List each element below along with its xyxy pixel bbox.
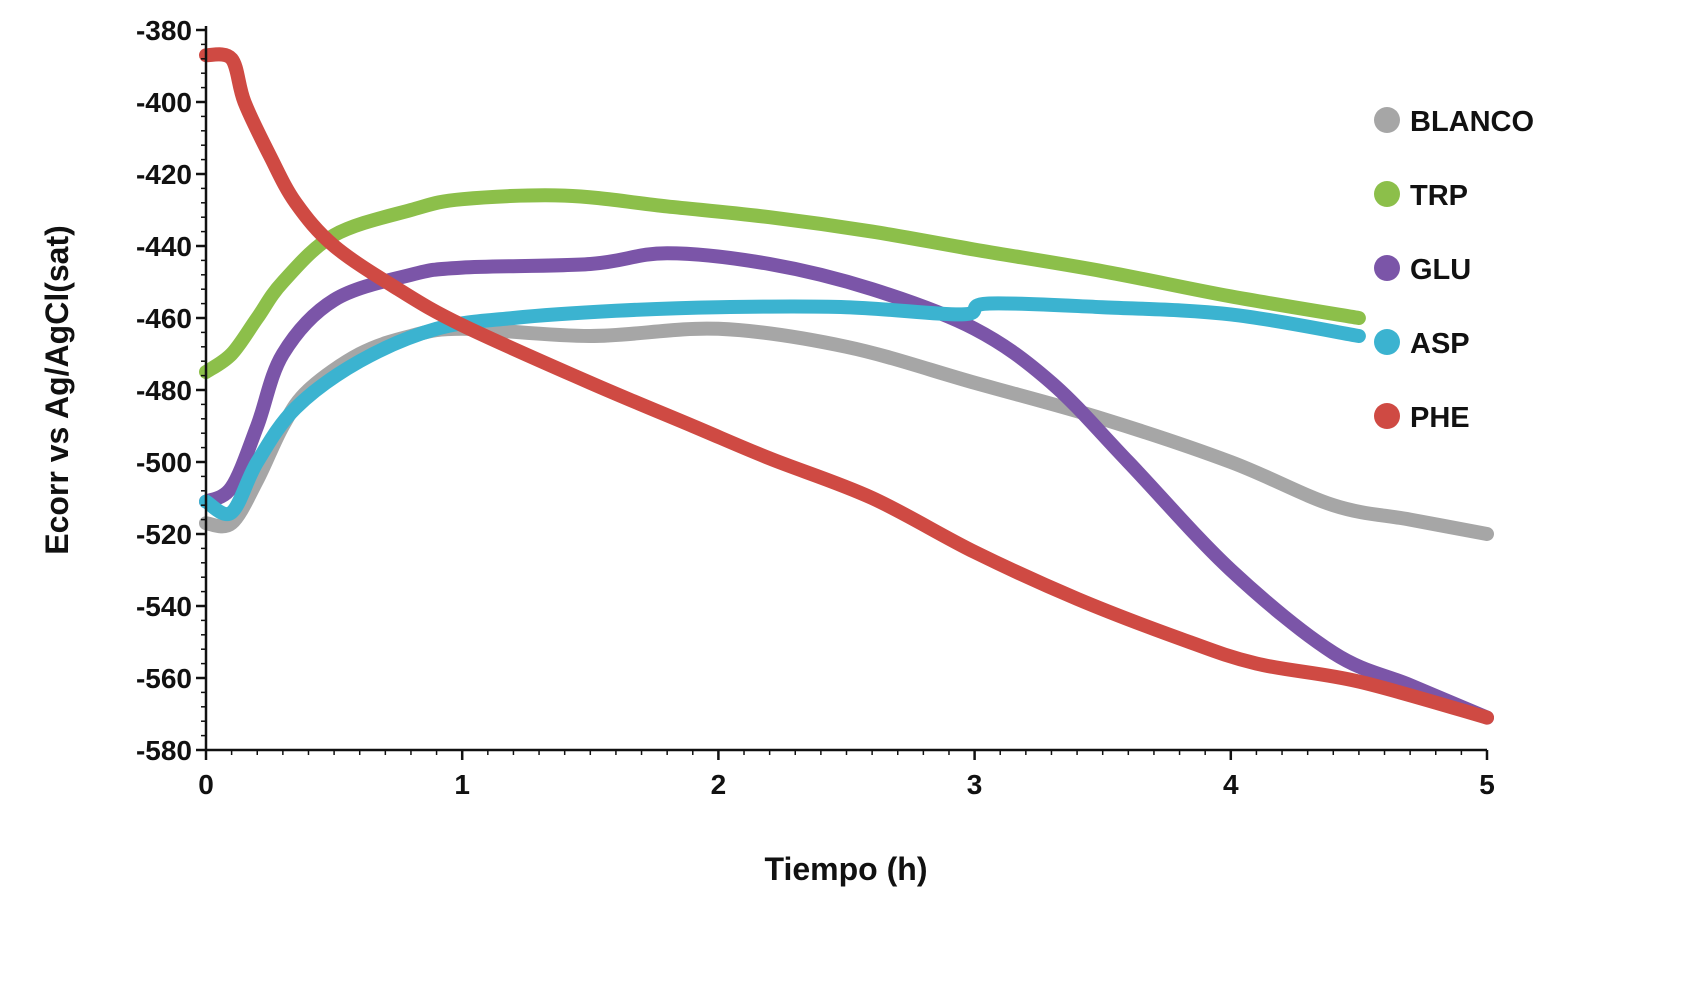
y-tick-label: -420	[136, 159, 192, 190]
y-tick-label: -520	[136, 519, 192, 550]
y-tick-label: -380	[136, 15, 192, 46]
legend-marker-phe	[1374, 403, 1400, 429]
x-tick-label: 1	[454, 769, 470, 800]
series-layer	[199, 47, 1494, 725]
series-line-blanco	[199, 321, 1494, 541]
y-tick-label: -580	[136, 735, 192, 766]
legend-marker-glu	[1374, 255, 1400, 281]
legend-marker-trp	[1374, 181, 1400, 207]
y-tick-label: -560	[136, 663, 192, 694]
y-axis-label: Ecorr vs Ag/AgCl(sat)	[39, 225, 75, 555]
axes-layer: -380 -400 -420 -440 -460 -480 -500 -520 -540 -560…	[136, 15, 1495, 800]
y-tick-label: -540	[136, 591, 192, 622]
legend-marker-blanco	[1374, 107, 1400, 133]
legend-label-asp: ASP	[1410, 328, 1470, 360]
legend-label-glu: GLU	[1410, 254, 1471, 286]
series-line-glu	[199, 246, 1494, 725]
series-line-phe	[199, 47, 1494, 725]
x-tick-label: 0	[198, 769, 214, 800]
series-line-asp	[199, 296, 1366, 521]
legend: BLANCO TRP GLU ASP PHE	[1374, 106, 1534, 434]
y-tick-label: -480	[136, 375, 192, 406]
y-tick-label: -440	[136, 231, 192, 262]
y-tick-label: -500	[136, 447, 192, 478]
series-line-trp	[199, 188, 1366, 379]
legend-label-blanco: BLANCO	[1410, 106, 1534, 138]
legend-label-trp: TRP	[1410, 180, 1468, 212]
x-tick-label: 4	[1223, 769, 1239, 800]
y-tick-label: -400	[136, 87, 192, 118]
y-tick-label: -460	[136, 303, 192, 334]
legend-marker-asp	[1374, 329, 1400, 355]
x-tick-label: 5	[1479, 769, 1495, 800]
x-tick-label: 2	[711, 769, 727, 800]
x-tick-label: 3	[967, 769, 983, 800]
legend-label-phe: PHE	[1410, 402, 1470, 434]
x-axis-label: Tiempo (h)	[765, 851, 928, 887]
